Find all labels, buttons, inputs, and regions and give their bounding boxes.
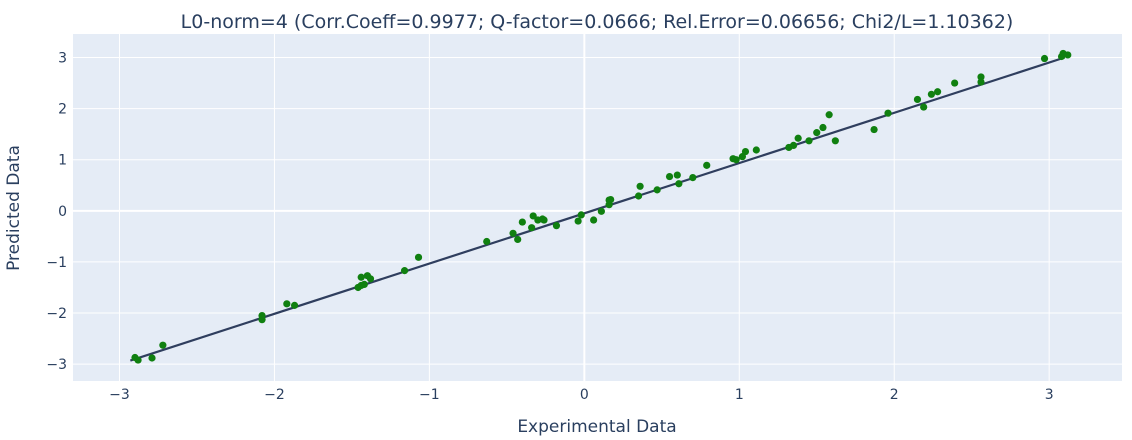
- data-point: [934, 88, 942, 96]
- x-tick-label: −1: [419, 387, 440, 403]
- data-point: [870, 125, 878, 134]
- data-point: [636, 182, 644, 190]
- data-point: [414, 253, 423, 261]
- data-point: [977, 73, 985, 81]
- data-point: [831, 137, 839, 145]
- data-point: [675, 180, 683, 188]
- data-point: [813, 129, 821, 137]
- data-point: [819, 123, 827, 132]
- data-point: [509, 229, 517, 237]
- y-tick-label: −3: [46, 357, 67, 373]
- data-points: [131, 49, 1072, 364]
- x-tick-label: −3: [109, 387, 130, 403]
- x-axis-title: Experimental Data: [517, 417, 676, 437]
- fit-line: [129, 56, 1066, 362]
- x-axis-ticks: −3 −2 −1 0 1 2 3: [109, 387, 1053, 403]
- data-point: [1064, 51, 1072, 59]
- data-point: [703, 161, 711, 169]
- data-point: [159, 341, 167, 349]
- data-point: [529, 212, 537, 220]
- y-tick-label: 2: [58, 102, 67, 118]
- data-point: [732, 156, 740, 164]
- data-point: [134, 356, 142, 364]
- fit-line-group: [129, 56, 1066, 362]
- data-point: [528, 224, 536, 232]
- data-point: [540, 216, 548, 224]
- data-point: [366, 275, 375, 283]
- x-tick-label: 0: [580, 387, 589, 403]
- data-point: [148, 354, 156, 362]
- data-point: [951, 79, 959, 87]
- y-axis-ticks: 3 2 1 0 −1 −2 −3: [46, 51, 67, 374]
- data-point: [794, 134, 802, 142]
- data-point: [825, 111, 833, 119]
- data-point: [514, 235, 522, 244]
- data-point: [1040, 54, 1049, 63]
- data-point: [607, 195, 615, 204]
- y-tick-label: −1: [46, 255, 67, 271]
- data-point: [574, 217, 582, 225]
- data-point: [597, 207, 605, 215]
- y-tick-label: −2: [46, 306, 67, 322]
- data-point: [927, 90, 936, 98]
- data-point: [752, 146, 760, 154]
- data-point: [258, 316, 266, 324]
- data-point: [483, 237, 491, 246]
- data-point: [741, 147, 750, 156]
- x-tick-label: 3: [1045, 387, 1054, 403]
- data-point: [920, 103, 928, 111]
- x-tick-label: −2: [264, 387, 285, 403]
- y-axis-title: Predicted Data: [4, 145, 24, 271]
- grid-lines: [73, 34, 1122, 381]
- data-point: [913, 95, 922, 104]
- y-tick-label: 3: [58, 51, 67, 67]
- data-point: [577, 211, 585, 219]
- data-point: [360, 280, 368, 289]
- data-point: [805, 137, 813, 145]
- data-point: [665, 172, 674, 181]
- data-point: [789, 141, 798, 150]
- data-point: [634, 192, 643, 200]
- data-point: [673, 171, 681, 179]
- data-point: [290, 301, 299, 309]
- chart-title: L0-norm=4 (Corr.Coeff=0.9977; Q-factor=0…: [181, 11, 1014, 33]
- data-point: [518, 218, 526, 226]
- data-point: [357, 273, 365, 281]
- data-point: [977, 78, 985, 86]
- data-point: [400, 267, 409, 275]
- data-point: [590, 216, 598, 224]
- data-point: [689, 174, 697, 182]
- y-tick-label: 0: [58, 204, 67, 220]
- x-tick-label: 2: [890, 387, 899, 403]
- data-point: [552, 222, 561, 230]
- data-point: [283, 300, 291, 308]
- y-tick-label: 1: [58, 153, 67, 169]
- x-tick-label: 1: [735, 387, 744, 403]
- data-point: [884, 109, 892, 117]
- data-point: [653, 186, 661, 194]
